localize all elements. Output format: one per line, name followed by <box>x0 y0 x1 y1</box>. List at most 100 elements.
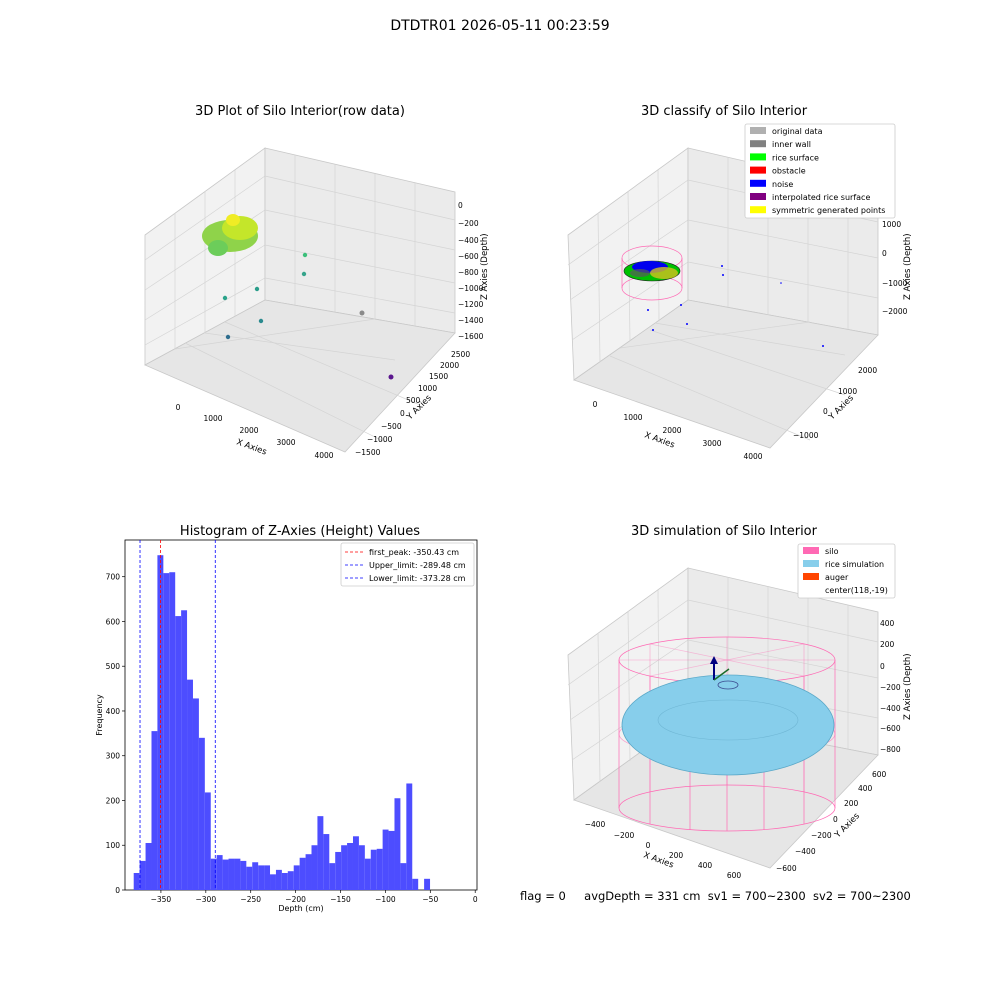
classify-y-tick: 0 <box>823 407 828 416</box>
classify-legend-swatch <box>750 140 766 148</box>
classify-legend-label: symmetric generated points <box>772 206 885 215</box>
sim-legend-label: silo <box>825 547 839 556</box>
histogram-x-tick-label: −150 <box>330 895 351 904</box>
sim-legend-swatch <box>803 573 819 580</box>
histogram-bar <box>323 834 330 890</box>
histogram-y-tick-label: 100 <box>106 841 121 850</box>
histogram-bar <box>400 863 407 890</box>
sim-x-tick: −400 <box>585 820 606 829</box>
histogram-y-ticks: 0 100 200 300 400 500 600 700 <box>106 573 125 895</box>
sim-x-tick: 600 <box>727 871 742 880</box>
raw-z-tick: −1200 <box>458 300 484 309</box>
histogram-bar <box>151 731 158 890</box>
histogram-title: Histogram of Z-Axies (Height) Values <box>179 524 421 539</box>
histogram-y-tick-label: 0 <box>115 886 120 895</box>
histogram-y-tick-label: 400 <box>106 707 121 716</box>
sim-panel-title: 3D simulation of Silo Interior <box>631 524 817 539</box>
sim-z-axis-label: Z Axies (Depth) <box>903 653 913 720</box>
raw-y-tick: 500 <box>406 396 421 405</box>
raw-x-tick: 3000 <box>276 438 295 447</box>
sim-y-tick: 600 <box>872 770 887 779</box>
histogram-bar <box>246 866 253 890</box>
histogram-x-tick-label: 0 <box>473 895 478 904</box>
classify-noise-points <box>647 265 824 347</box>
sim-x-tick-labels: −400 −200 0 200 400 600 <box>585 820 742 880</box>
histogram-x-tick-label: −50 <box>422 895 438 904</box>
classify-x-tick-labels: 0 1000 2000 3000 4000 <box>593 400 763 461</box>
histogram-y-tick-label: 300 <box>106 752 121 761</box>
raw-z-tick: −800 <box>458 268 479 277</box>
sim-y-tick: 200 <box>844 799 859 808</box>
sim-rice-surface <box>621 674 835 776</box>
histogram-legend-label: first_peak: -350.43 cm <box>369 548 459 557</box>
classify-x-tick: 4000 <box>743 452 762 461</box>
histogram-x-tick-label: −200 <box>285 895 306 904</box>
histogram-x-tick-label: −250 <box>240 895 261 904</box>
histogram-legend-label: Lower_limit: -373.28 cm <box>369 574 466 583</box>
histogram-x-tick-label: −300 <box>196 895 217 904</box>
histogram-bar <box>139 860 146 890</box>
histogram-bar <box>376 848 383 890</box>
histogram-y-tick-label: 500 <box>106 662 121 671</box>
sim-x-tick: 0 <box>646 841 651 850</box>
histogram-bar <box>394 798 401 890</box>
raw-z-tick: −1000 <box>458 284 484 293</box>
histogram-legend: first_peak: -350.43 cm Upper_limit: -289.… <box>340 542 475 587</box>
histogram-bar <box>198 737 205 890</box>
classify-x-tick: 0 <box>593 400 598 409</box>
raw-z-tick: −600 <box>458 252 479 261</box>
sim-legend: silo rice simulation auger center(118,-19) <box>797 543 896 599</box>
classify-legend-label: interpolated rice surface <box>772 193 870 202</box>
histogram-bar <box>317 816 324 890</box>
classify-z-tick-labels: 1000 0 −1000 −2000 <box>882 220 908 316</box>
histogram-bar <box>335 851 342 890</box>
raw-z-tick: −1400 <box>458 316 484 325</box>
histogram-bar <box>412 878 419 890</box>
histogram-y-tick-label: 700 <box>106 573 121 582</box>
sim-auger <box>710 656 739 690</box>
raw-3d-axes-panes <box>144 147 456 453</box>
classify-y-tick: −1000 <box>793 431 819 440</box>
histogram-bar <box>234 858 241 890</box>
raw-point-cloud <box>202 214 394 380</box>
classify-legend-label: inner wall <box>772 140 811 149</box>
sim-z-tick-labels: 400 200 0 −200 −400 −600 −800 <box>880 619 901 754</box>
raw-y-tick: −1000 <box>367 435 393 444</box>
raw-z-tick: −200 <box>458 219 479 228</box>
histogram-bar <box>210 858 217 890</box>
histogram-bar <box>424 878 431 890</box>
histogram-bar <box>281 872 288 890</box>
histogram-x-tick-label: −350 <box>151 895 172 904</box>
classify-z-tick: 1000 <box>882 220 901 229</box>
histogram-bar <box>287 871 294 890</box>
sim-z-tick: −600 <box>880 724 901 733</box>
histogram-bar <box>329 863 336 890</box>
histogram-bar <box>305 854 312 890</box>
histogram-bar <box>293 865 300 890</box>
histogram-bar <box>275 869 282 890</box>
histogram-x-ticks: −350 −300 −250 −200 −150 −100 −50 0 <box>151 890 478 904</box>
classify-z-axis-label: Z Axies (Depth) <box>903 233 913 300</box>
classify-y-tick: 2000 <box>858 366 877 375</box>
classify-z-tick: −2000 <box>882 307 908 316</box>
sim-y-tick-labels: −600 −400 −200 0 200 400 600 <box>776 770 887 873</box>
histogram-bar <box>187 679 193 890</box>
classify-x-tick: 2000 <box>662 426 681 435</box>
histogram-reference-lines <box>139 540 216 890</box>
sv2-value: sv2 = 700~2300 <box>812 889 911 903</box>
raw-y-tick: 0 <box>400 409 405 418</box>
raw-z-tick-labels: 0 −200 −400 −600 −800 −1000 −1200 −1400 … <box>458 201 484 341</box>
histogram-bar <box>133 872 140 890</box>
classify-legend-swatch <box>750 206 766 214</box>
histogram-y-tick-label: 600 <box>106 617 121 626</box>
histogram-bar <box>192 698 199 890</box>
histogram-bar <box>388 830 395 890</box>
raw-z-axis-label: Z Axies (Depth) <box>480 233 490 300</box>
classify-z-tick: −1000 <box>882 279 908 288</box>
classify-legend-label: noise <box>772 180 793 189</box>
sv1-value: sv1 = 700~2300 <box>707 889 806 903</box>
histogram-bar <box>175 616 182 890</box>
histogram-y-tick-label: 200 <box>106 796 121 805</box>
sim-legend-label: rice simulation <box>825 560 884 569</box>
